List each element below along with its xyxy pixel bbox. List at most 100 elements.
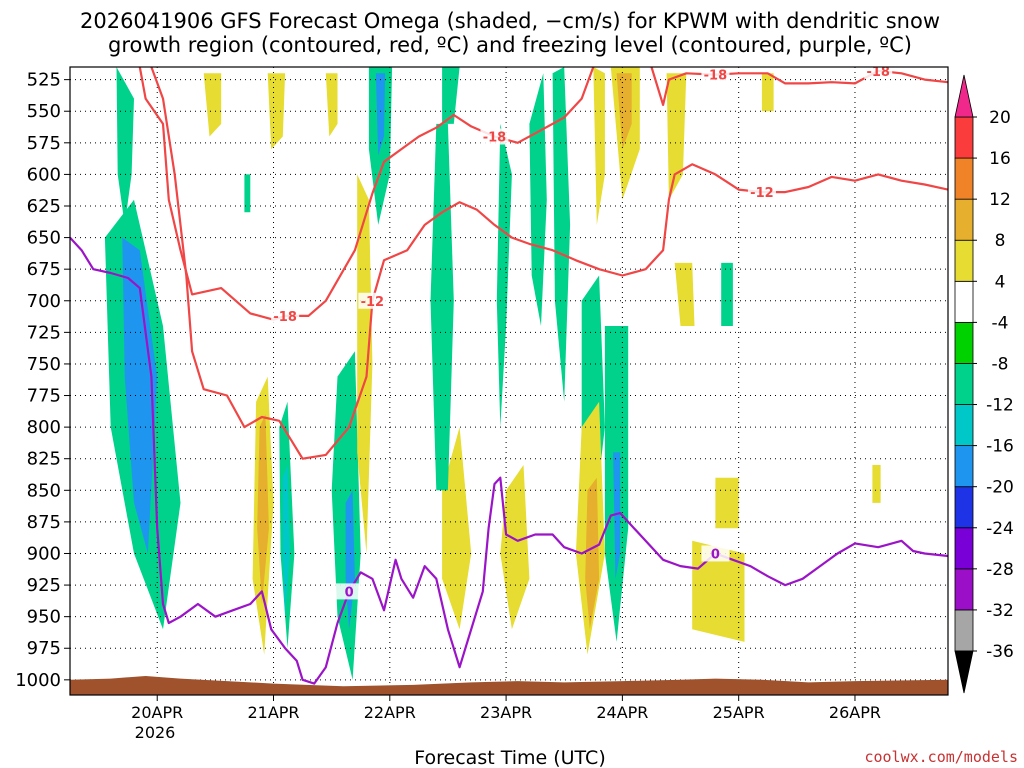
y-tick-label: 650 [27, 228, 61, 249]
omega-shade-region [122, 237, 158, 554]
colorbar-label: -32 [986, 601, 1014, 621]
omega-shade-region [585, 477, 600, 630]
dendritic-contour-label: -18 [866, 65, 890, 80]
y-tick-label: 675 [27, 259, 61, 280]
chart-title-line-2: growth region (contoured, red, ºC) and f… [108, 33, 912, 57]
colorbar-bin [954, 486, 974, 529]
omega-shade-region [872, 465, 881, 503]
colorbar-under-arrow [954, 650, 974, 694]
dendritic-contour-label-bg [864, 67, 893, 79]
omega-shade-region [442, 427, 472, 630]
x-tick-label: 22APR [364, 703, 416, 722]
credit-label: coolwx.com/models [864, 748, 1018, 766]
colorbar-label: -16 [986, 437, 1014, 457]
omega-shade-region [761, 73, 774, 112]
omega-shade-region [267, 73, 286, 150]
y-tick-label: 900 [27, 543, 61, 564]
omega-shade-region [593, 67, 605, 225]
y-tick-label: 575 [27, 133, 61, 154]
y-tick-label: 600 [27, 164, 61, 185]
omega-shade-region [282, 465, 290, 617]
colorbar-bin [954, 363, 974, 405]
x-tick-label: 25APR [713, 703, 765, 722]
colorbar-bin [954, 280, 974, 323]
omega-shade-region [257, 414, 269, 604]
y-tick-label: 800 [27, 417, 61, 438]
dendritic-contour [138, 67, 595, 321]
y-tick-label: 550 [27, 101, 61, 122]
colorbar-label: -24 [986, 519, 1014, 539]
colorbar-label: -12 [986, 396, 1014, 416]
colorbar-bin [954, 527, 974, 570]
freezing-level-contour-label-bg [335, 583, 364, 600]
colorbar-bin [954, 445, 974, 488]
colorbar-over-arrow [954, 74, 974, 118]
dendritic-contour-label-bg [701, 67, 730, 83]
x-tick-label: 21APR [247, 703, 299, 722]
dendritic-contour-label-bg [358, 292, 387, 309]
colorbar-label: 20 [989, 108, 1011, 128]
freezing-level-contour-label-bg [701, 545, 730, 562]
y-tick-label: 850 [27, 480, 61, 501]
omega-shade-region [203, 73, 222, 137]
omega-shade-region [244, 174, 251, 213]
y-tick-label: 875 [27, 512, 61, 533]
freezing-level-contour [70, 236, 948, 685]
dendritic-contour-label-bg [480, 128, 509, 145]
dendritic-contour [150, 67, 948, 460]
dendritic-contour-label: -18 [483, 130, 507, 145]
colorbar-label: 8 [995, 231, 1006, 251]
colorbar-bin [954, 157, 974, 200]
colorbar-label: -8 [992, 354, 1009, 374]
y-tick-label: 525 [27, 70, 61, 91]
colorbar-bin [954, 198, 974, 241]
colorbar-bin [954, 116, 974, 159]
omega-shade-region [496, 123, 512, 428]
dendritic-contour-label-bg [747, 184, 776, 201]
omega-shade-region [500, 465, 530, 630]
dendritic-contour-label: -12 [750, 186, 774, 201]
colorbar-label: 4 [995, 272, 1006, 292]
y-tick-label: 950 [27, 607, 61, 628]
x-tick-label: 24APR [596, 703, 648, 722]
y-tick-label: 1000 [15, 670, 61, 691]
plot-frame [69, 66, 949, 696]
dendritic-contour-label-bg [271, 307, 300, 324]
x-axis: 20APR 21APR 22APR 23APR 24APR 25APR 26APR [131, 695, 881, 722]
terrain-layer [70, 676, 948, 695]
y-tick-label: 925 [27, 575, 61, 596]
omega-shading-layer [104, 67, 881, 680]
omega-shade-region [721, 262, 733, 326]
x-tick-label: 26APR [829, 703, 881, 722]
omega-shade-region [613, 452, 621, 579]
contour-layer: -18 -18 -12 -12 -18 -18 0 0 [70, 65, 948, 685]
omega-shade-region [674, 262, 695, 326]
y-tick-label: 975 [27, 638, 61, 659]
y-tick-label: 700 [27, 291, 61, 312]
y-tick-label: 725 [27, 322, 61, 343]
colorbar-bin [954, 609, 974, 652]
y-axis: 525 550 575 600 625 650 675 700 725 750 775 800 825 8… [15, 70, 70, 691]
freezing-level-contour-label: 0 [345, 585, 354, 600]
colorbar-bin [954, 239, 974, 282]
y-tick-label: 625 [27, 196, 61, 217]
omega-shade-region [442, 67, 460, 124]
omega-shade-region [116, 67, 134, 225]
dendritic-contour-label: -18 [704, 69, 728, 84]
dendritic-contour-label: -18 [273, 310, 297, 325]
y-tick-label: 775 [27, 386, 61, 407]
omega-shade-region [616, 73, 632, 150]
y-tick-label: 750 [27, 354, 61, 375]
dendritic-contour-label: -12 [361, 295, 385, 310]
colorbar-label: -28 [986, 560, 1014, 580]
omega-shade-region [552, 67, 571, 402]
omega-shade-region [715, 477, 739, 529]
colorbar-label: -36 [986, 642, 1014, 662]
colorbar-label: 16 [989, 149, 1011, 169]
colorbar-label: -20 [986, 478, 1014, 498]
plot-area: -18 -18 -12 -12 -18 -18 0 0 [70, 65, 948, 695]
omega-shade-region [529, 73, 547, 326]
freezing-level-contour-label: 0 [711, 547, 720, 562]
y-tick-label: 825 [27, 449, 61, 470]
